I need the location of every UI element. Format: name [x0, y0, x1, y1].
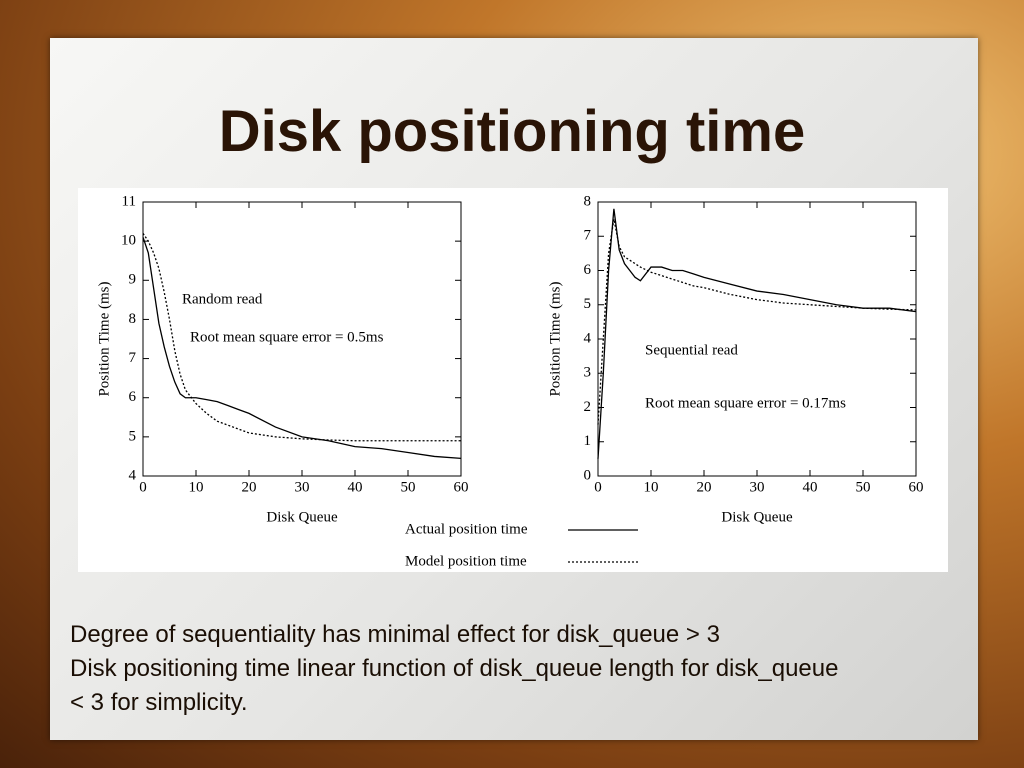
x-tick-label: 0: [594, 479, 602, 495]
x-tick-label: 40: [348, 479, 363, 495]
y-tick-label: 6: [129, 389, 137, 405]
x-tick-label: 50: [856, 479, 871, 495]
y-tick-label: 4: [584, 330, 592, 346]
x-tick-label: 20: [242, 479, 257, 495]
y-tick-label: 2: [584, 399, 592, 415]
series-line: [142, 237, 462, 460]
annotation: Random read: [182, 291, 263, 307]
slide-body: Degree of sequentiality has minimal effe…: [70, 618, 850, 720]
x-tick-label: 30: [750, 479, 765, 495]
x-tick-label: 0: [139, 479, 147, 495]
series-line: [597, 208, 917, 459]
body-line: Degree of sequentiality has minimal effe…: [70, 621, 720, 648]
body-line: Disk positioning time linear function of…: [70, 655, 839, 716]
x-tick-label: 10: [189, 479, 204, 495]
y-tick-label: 7: [129, 350, 137, 366]
legend-label: Actual position time: [405, 521, 528, 537]
x-tick-label: 10: [644, 479, 659, 495]
annotation: Sequential read: [645, 342, 738, 358]
slide-title: Disk positioning time: [218, 99, 806, 164]
series-line: [142, 232, 461, 442]
y-axis-label: Position Time (ms): [96, 281, 112, 396]
y-tick-label: 1: [584, 433, 592, 449]
y-tick-label: 7: [584, 228, 592, 244]
plot-frame: [597, 201, 917, 477]
y-tick-label: 11: [122, 193, 136, 209]
legend-label: Model position time: [405, 553, 527, 569]
y-tick-label: 5: [129, 428, 137, 444]
y-tick-label: 5: [584, 296, 592, 312]
y-tick-label: 8: [129, 311, 137, 327]
x-tick-label: 50: [401, 479, 416, 495]
annotation: Root mean square error = 0.17ms: [645, 395, 846, 411]
x-tick-label: 30: [295, 479, 310, 495]
x-tick-label: 60: [909, 479, 924, 495]
chart-area: [78, 188, 948, 572]
x-axis-label: Disk Queue: [266, 509, 338, 525]
y-tick-label: 6: [584, 262, 592, 278]
x-axis-label: Disk Queue: [721, 509, 793, 525]
x-tick-label: 20: [697, 479, 712, 495]
x-tick-label: 60: [454, 479, 469, 495]
y-tick-label: 4: [129, 467, 137, 483]
annotation: Root mean square error = 0.5ms: [190, 329, 384, 345]
series-line: [597, 219, 917, 425]
y-tick-label: 3: [584, 365, 592, 381]
y-tick-label: 10: [121, 233, 136, 249]
x-tick-label: 40: [803, 479, 818, 495]
y-axis-label: Position Time (ms): [547, 281, 563, 396]
y-tick-label: 8: [584, 193, 592, 209]
y-tick-label: 0: [584, 467, 592, 483]
y-tick-label: 9: [129, 272, 137, 288]
